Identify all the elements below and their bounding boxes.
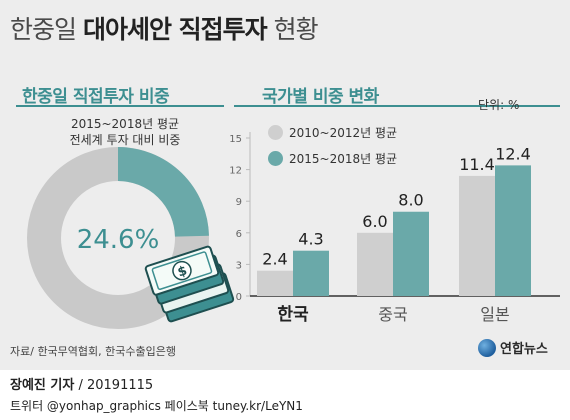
- y-tick-label: 15: [229, 134, 242, 145]
- y-tick-label: 6: [236, 229, 242, 240]
- legend-swatch-2010: [268, 124, 283, 140]
- bar-value-label: 4.3: [298, 230, 323, 249]
- unit-label: 단위: %: [478, 98, 520, 112]
- yonhap-logo-icon: [478, 338, 496, 357]
- y-tick-label: 3: [236, 260, 242, 271]
- bar-value-label: 8.0: [398, 191, 423, 210]
- yonhap-logo-text: 연합뉴스: [500, 342, 548, 357]
- x-category-label: 중국: [378, 305, 407, 324]
- bar-1-series-1: [393, 211, 429, 296]
- title-prefix: 한중일: [10, 15, 77, 44]
- bar-value-label: 2.4: [262, 250, 287, 269]
- svg-text:$: $: [176, 264, 189, 281]
- y-tick-label: 0: [236, 292, 242, 303]
- social-credits: 트위터 @yonhap_graphics 페이스북 tuney.kr/LeYN1: [10, 399, 303, 413]
- title-suffix: 현황: [273, 15, 319, 44]
- donut-heading-rule: [16, 105, 224, 107]
- donut-share-segment: [27, 147, 209, 329]
- bar-1-series-0: [357, 232, 393, 296]
- legend-item-2010: 2010~2012년 평균: [268, 122, 397, 142]
- donut-heading: 한중일 직접투자 비중: [22, 87, 170, 107]
- x-category-label: 한국: [277, 305, 309, 325]
- yonhap-logo: 연합뉴스: [478, 338, 548, 357]
- reporter-name: 장예진 기자: [10, 378, 75, 393]
- donut-subtitle-basis: 전세계 투자 대비 비중: [69, 133, 181, 147]
- legend: 2010~2012년 평균 2015~2018년 평균: [268, 116, 468, 178]
- reporter-date: / 20191115: [78, 378, 154, 393]
- bar-chart-heading: 국가별 비중 변화: [262, 87, 379, 107]
- bar-series: 2.4 4.3 한국 6.0 8.0 중국 11.412.4 일본: [257, 144, 531, 325]
- donut-value-label: 24.6%: [77, 225, 160, 255]
- legend-item-2015: 2015~2018년 평균: [268, 148, 397, 168]
- bar-2-series-1: [495, 165, 531, 296]
- byline: 장예진 기자 / 20191115: [10, 374, 153, 393]
- donut-subtitle-period: 2015~2018년 평균: [70, 117, 180, 131]
- bar-heading-rule: [234, 105, 560, 107]
- bar-0-series-0: [257, 270, 293, 296]
- bar-value-label: 11.4: [459, 155, 495, 174]
- chart-canvas: 24.6% $ 0 3 6 9 12 15 2.4 4.3 한국 6.0 8.0 중국 11.412.…: [27, 132, 560, 329]
- bar-2-series-0: [459, 175, 495, 296]
- page-title: 한중일 대아세안 직접투자 현황: [10, 10, 319, 46]
- bar-value-label: 6.0: [362, 212, 387, 231]
- x-category-label: 일본: [480, 305, 509, 324]
- y-tick-label: 12: [229, 166, 242, 177]
- y-tick-label: 9: [236, 197, 242, 208]
- legend-swatch-2015: [268, 150, 283, 166]
- money-icon: $: [144, 245, 235, 323]
- bar-value-label: 12.4: [495, 144, 531, 163]
- title-main: 대아세안 직접투자: [82, 15, 268, 44]
- legend-label-2010: 2010~2012년 평균: [289, 125, 398, 140]
- bar-0-series-1: [293, 250, 329, 296]
- legend-label-2015: 2015~2018년 평균: [289, 151, 398, 166]
- donut-chart: [27, 147, 209, 329]
- source-note: 자료/ 한국무역협회, 한국수출입은행: [10, 345, 176, 358]
